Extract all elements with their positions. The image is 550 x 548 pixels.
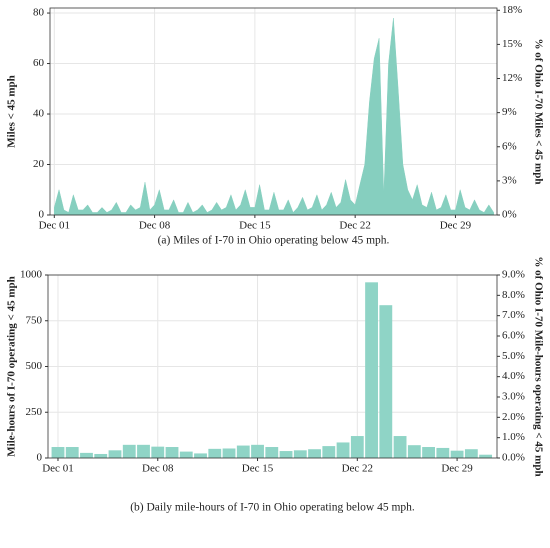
x-tick-label: Dec 08 <box>142 463 174 475</box>
y2-axis-label: % of Ohio I-70 Miles < 45 mph <box>532 39 544 185</box>
bar <box>65 447 79 458</box>
y2-tick-label: 9% <box>502 106 517 118</box>
bar <box>479 454 493 458</box>
y2-tick-label: 0% <box>502 209 517 221</box>
y2-tick-label: 9.0% <box>502 269 525 281</box>
y-tick-label: 0 <box>39 209 45 221</box>
bar <box>436 447 450 458</box>
y-axis-label: Mile-hours of I-70 operating < 45 mph <box>6 276 18 456</box>
x-tick-label: Dec 22 <box>339 220 370 232</box>
bar <box>308 449 321 458</box>
y2-tick-label: 6% <box>502 140 517 152</box>
y2-tick-label: 3.0% <box>502 391 525 403</box>
bar <box>165 447 179 458</box>
bar <box>293 450 307 458</box>
plot-area <box>50 8 497 215</box>
bar <box>94 453 108 458</box>
bar <box>322 446 336 458</box>
y2-tick-label: 3% <box>502 174 517 186</box>
bar <box>137 444 150 458</box>
y-axis-label: Miles < 45 mph <box>6 75 18 148</box>
plot-frame <box>49 7 498 216</box>
y-tick-label: 60 <box>33 57 45 69</box>
y2-axis-label: % of Ohio I-70 Mile-hours operating < 45… <box>532 256 544 476</box>
y-tick-label: 40 <box>33 108 45 120</box>
bar <box>236 445 250 458</box>
caption: (b) Daily mile-hours of I-70 in Ohio ope… <box>130 502 415 514</box>
y2-tick-label: 1.0% <box>502 431 525 443</box>
y2-tick-label: 5.0% <box>502 350 525 362</box>
x-tick-label: Dec 29 <box>441 463 473 475</box>
bar <box>450 450 464 458</box>
bar <box>208 448 222 458</box>
bar <box>279 451 293 458</box>
bar <box>407 445 421 458</box>
bar <box>379 305 393 458</box>
bar <box>265 447 279 458</box>
y-tick-label: 500 <box>26 360 43 372</box>
x-tick-label: Dec 15 <box>242 463 274 475</box>
y2-tick-label: 0.0% <box>502 452 525 464</box>
y2-tick-label: 18% <box>502 4 522 16</box>
bar <box>179 451 193 458</box>
y-tick-label: 80 <box>33 7 45 19</box>
y2-tick-label: 6.0% <box>502 330 525 342</box>
x-tick-label: Dec 15 <box>239 220 271 232</box>
y2-tick-label: 15% <box>502 38 522 50</box>
bar <box>350 436 364 458</box>
bar <box>393 436 407 458</box>
bar <box>422 447 435 458</box>
bar <box>151 446 165 458</box>
plot-frame <box>47 274 498 459</box>
bar <box>365 282 378 458</box>
y2-tick-label: 7.0% <box>502 309 525 321</box>
caption: (a) Miles of I-70 in Ohio operating belo… <box>158 235 390 247</box>
y-tick-label: 750 <box>26 314 43 326</box>
x-tick-label: Dec 01 <box>42 463 73 475</box>
x-tick-label: Dec 01 <box>39 220 70 232</box>
y-tick-label: 250 <box>26 406 43 418</box>
bar <box>251 444 264 458</box>
x-tick-label: Dec 29 <box>440 220 472 232</box>
x-tick-label: Dec 08 <box>139 220 171 232</box>
area <box>54 18 494 216</box>
bar <box>122 444 136 458</box>
bar <box>51 447 65 458</box>
y2-tick-label: 4.0% <box>502 370 525 382</box>
x-tick-label: Dec 22 <box>342 463 373 475</box>
bar <box>194 453 207 458</box>
bar <box>336 442 350 458</box>
y-tick-label: 0 <box>37 452 43 464</box>
bar <box>108 450 122 458</box>
y2-tick-label: 2.0% <box>502 411 525 423</box>
bar <box>80 452 93 458</box>
y-tick-label: 1000 <box>20 269 43 281</box>
y2-tick-label: 8.0% <box>502 289 525 301</box>
y2-tick-label: 12% <box>502 72 522 84</box>
bar <box>464 449 478 458</box>
bar <box>222 448 236 458</box>
y-tick-label: 20 <box>33 158 45 170</box>
